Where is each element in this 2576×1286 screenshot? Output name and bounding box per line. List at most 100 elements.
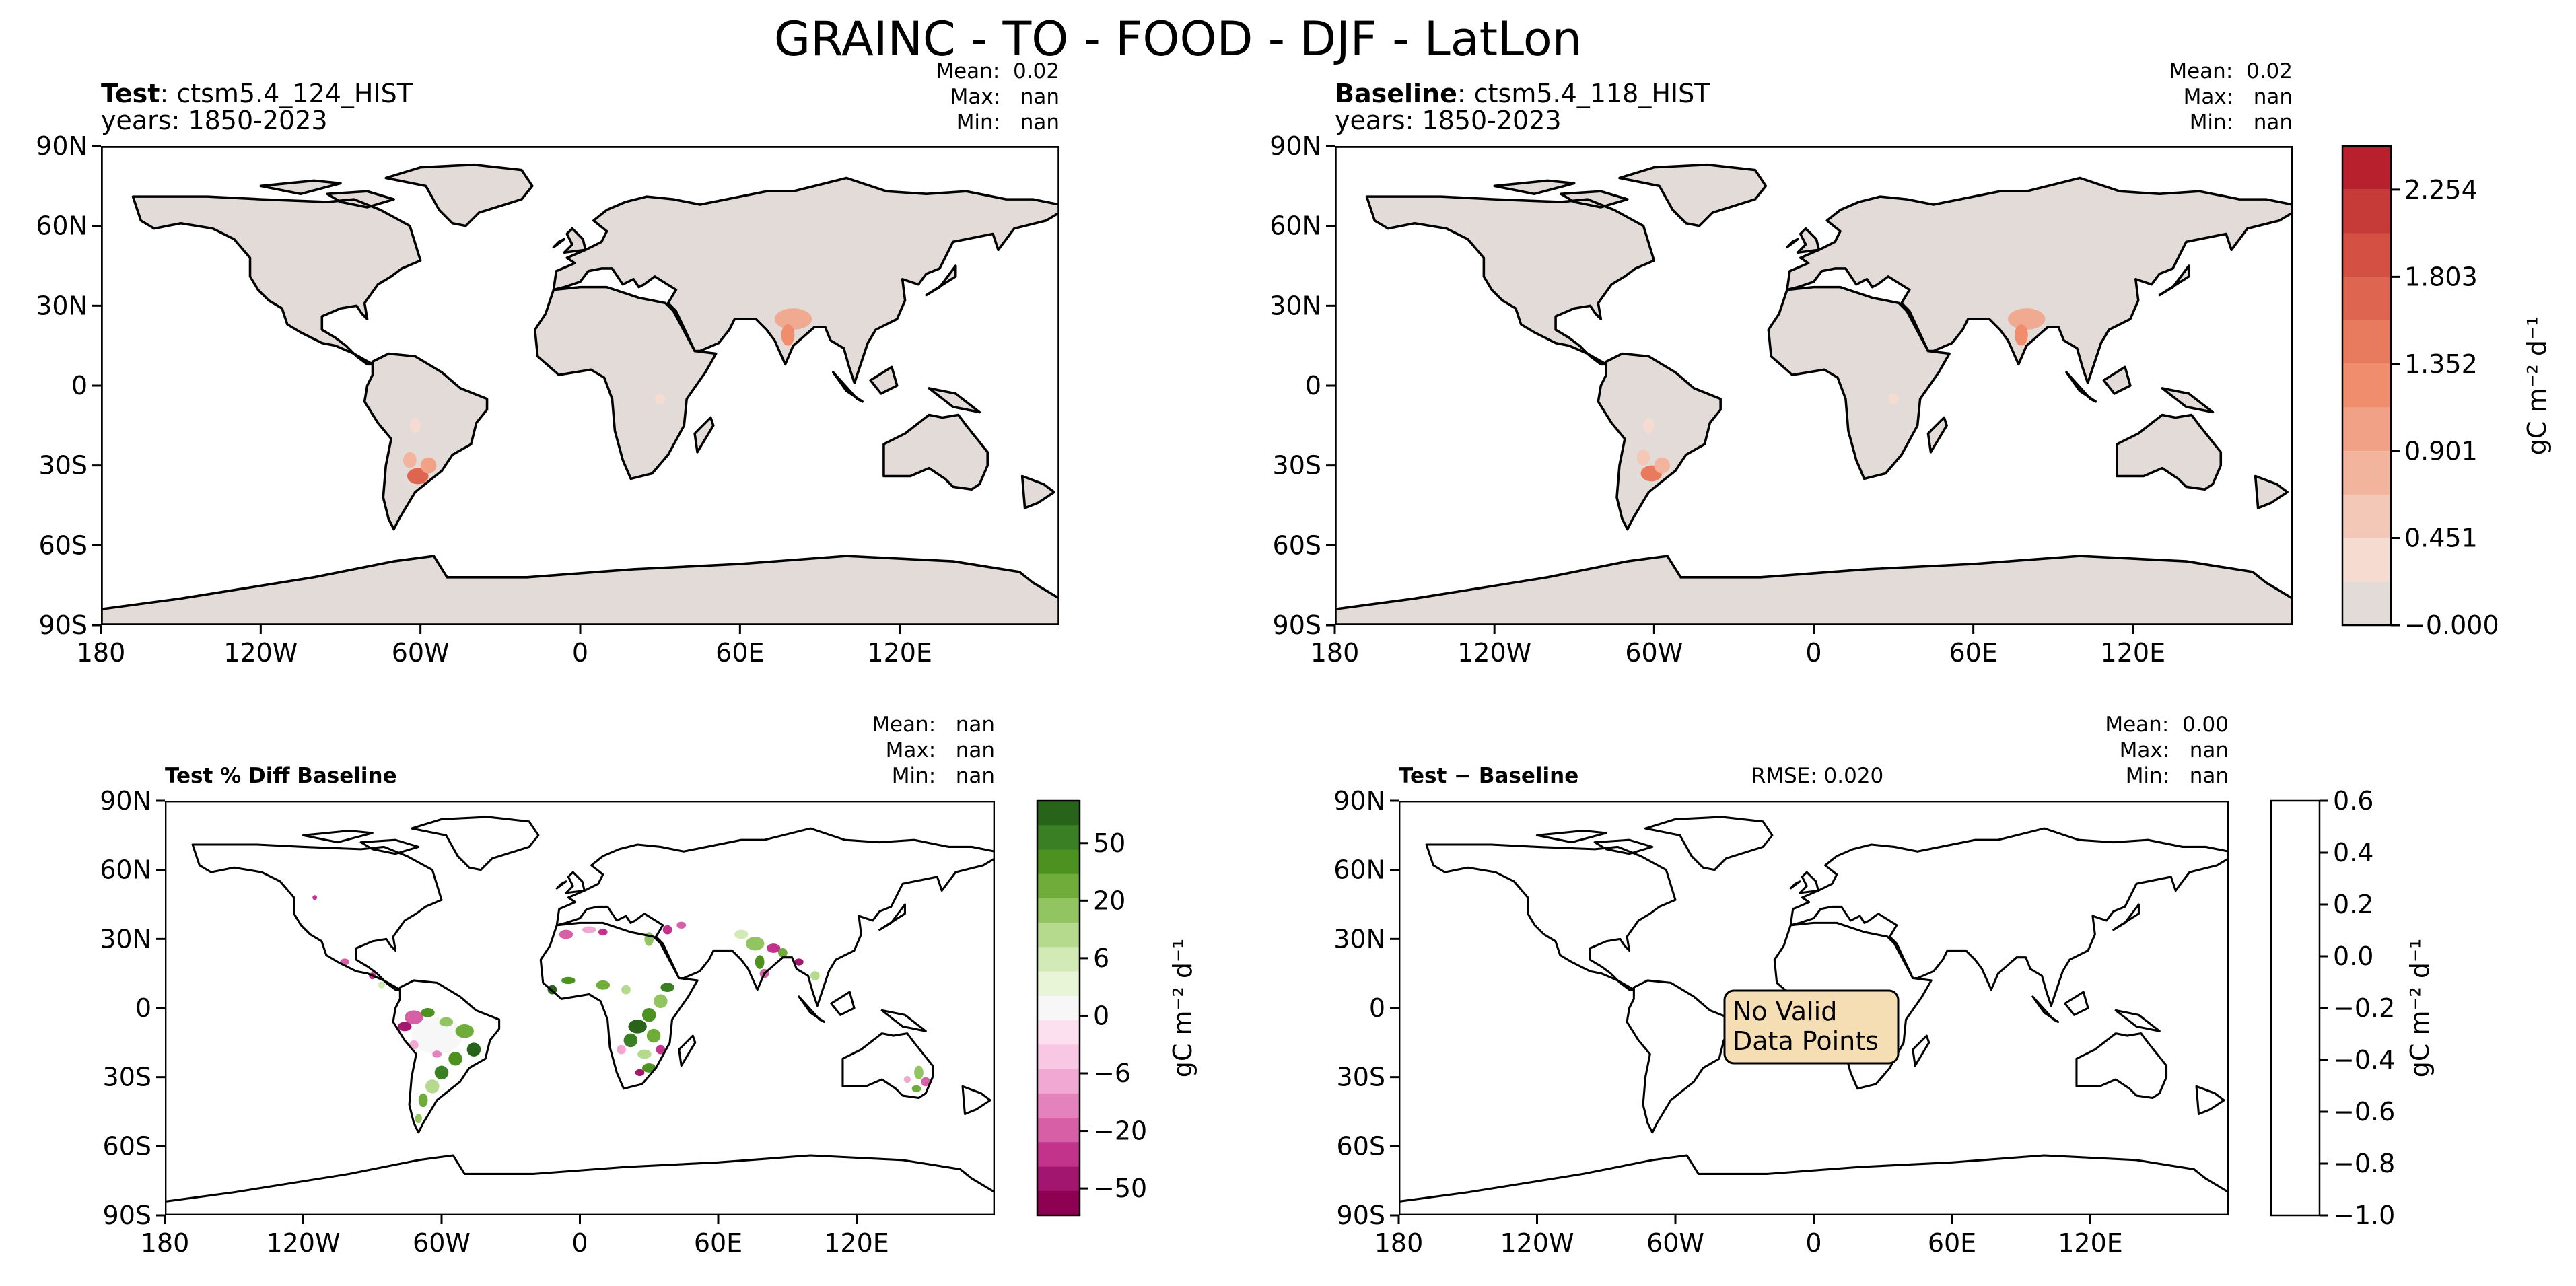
panel-label: Test − Baseline	[1399, 764, 1578, 788]
colorbar-tick-label: 6	[1093, 943, 1109, 973]
colorbar-tick-label: −6	[1093, 1059, 1131, 1088]
x-tick-label: 60E	[1949, 638, 1997, 668]
colorbar-swatch	[1037, 825, 1080, 850]
colorbar-frame	[2341, 145, 2392, 627]
y-tick-label: 90N	[1333, 786, 1385, 816]
colorbar-swatch	[1037, 947, 1080, 972]
rmse-label: RMSE: 0.020	[1751, 764, 1884, 788]
y-tick-label: 60N	[1333, 855, 1385, 885]
x-tick-label: 120W	[1500, 1228, 1574, 1258]
colorbar-swatch	[2342, 538, 2391, 582]
x-axis: 180 120W 60W 0 60E 120E	[141, 1215, 889, 1258]
x-tick-label: 0	[1805, 638, 1821, 668]
x-tick-label: 0	[1805, 1228, 1821, 1258]
x-tick-label: 180	[1374, 1228, 1424, 1258]
panel-abs-diff: Test − Baseline RMSE: 0.020 Mean: 0.00 M…	[1333, 713, 2435, 1258]
stat-min: Min: nan	[2126, 764, 2229, 788]
colorbar-swatch	[1037, 1190, 1080, 1216]
y-tick-label: 30N	[1269, 291, 1321, 320]
colorbar-swatch	[2342, 363, 2391, 408]
x-tick-label: 120W	[266, 1228, 340, 1258]
hotspot-la-plata	[403, 452, 437, 485]
y-tick-label: 60S	[1337, 1131, 1385, 1161]
y-axis: 90N 60N 30N 0 30S 60S 90S	[1269, 131, 1335, 640]
colorbar-swatch	[2342, 277, 2391, 320]
colorbar-tick-label: −0.000	[2404, 610, 2499, 640]
y-tick-label: 30S	[1273, 451, 1321, 480]
y-tick-label: 90S	[1337, 1201, 1385, 1230]
colorbar-tick-label: 1.352	[2404, 349, 2478, 379]
colorbar-swatch	[1037, 801, 1080, 826]
x-tick-label: 120W	[223, 638, 298, 668]
y-tick-label: 90N	[36, 131, 88, 161]
x-tick-label: 60E	[1928, 1228, 1976, 1258]
x-tick-label: 180	[141, 1228, 190, 1258]
colorbar-swatch	[1037, 1069, 1080, 1094]
colorbar-tick-label: −50	[1093, 1174, 1147, 1203]
colorbar-tick-label: −0.6	[2333, 1097, 2395, 1127]
panel-years: years: 1850-2023	[101, 106, 328, 135]
y-tick-label: 0	[71, 371, 88, 400]
colorbar-swatch	[1037, 1118, 1080, 1143]
panel-label-rest: : ctsm5.4_124_HIST	[160, 79, 413, 108]
y-tick-label: 30N	[36, 291, 88, 320]
x-tick-label: 60W	[392, 638, 450, 668]
colorbar-tick-label: −0.2	[2333, 993, 2395, 1023]
colorbar-label: gC m⁻² d⁻¹	[2522, 316, 2552, 456]
colorbar-swatch	[1037, 971, 1080, 997]
colorbar-baseline: 2.254 1.803 1.352 0.901 0.451 −0.000	[2341, 145, 2499, 640]
colorbar-abs-diff: 0.6 0.4 0.2 0.0 −0.2 −0.4 −0.6 −0.8 −1.0	[2270, 786, 2395, 1230]
diff-patches	[312, 895, 931, 1124]
stat-max: Max: nan	[886, 738, 995, 762]
panel-label: Baseline: ctsm5.4_118_HIST	[1335, 79, 1710, 108]
panel-label: Test: ctsm5.4_124_HIST	[101, 79, 413, 108]
stat-min: Min: nan	[2190, 110, 2293, 135]
stat-max: Max: nan	[2184, 85, 2293, 109]
y-tick-label: 30S	[39, 451, 88, 480]
colorbar-tick-label: −0.8	[2333, 1149, 2395, 1178]
y-tick-label: 60N	[36, 211, 88, 241]
stat-mean: Mean: 0.02	[936, 59, 1059, 83]
x-tick-label: 60W	[1625, 638, 1683, 668]
colorbar-pct-diff: 50 20 6 0 −6 −20 −50	[1036, 799, 1147, 1217]
colorbar-swatch	[2342, 407, 2391, 452]
map-pct-diff	[165, 801, 995, 1215]
colorbar-tick-label: 20	[1093, 886, 1125, 915]
y-tick-label: 90N	[100, 786, 151, 816]
x-tick-label: 0	[572, 638, 588, 668]
colorbar-tick-label: 50	[1093, 828, 1125, 858]
colorbar-swatch	[1037, 1020, 1080, 1045]
annotation-line-1: No Valid	[1733, 997, 1837, 1026]
hotspot-india	[2008, 308, 2046, 346]
colorbar-label: gC m⁻² d⁻¹	[2405, 939, 2435, 1078]
y-tick-label: 30N	[100, 924, 151, 954]
panel-label-bold: Baseline	[1335, 79, 1457, 108]
colorbar-swatch	[2342, 189, 2391, 234]
stat-max: Max: nan	[950, 85, 1059, 109]
annotation-line-2: Data Points	[1733, 1026, 1879, 1056]
panel-pct-diff: Test % Diff Baseline Mean: nan Max: nan …	[100, 713, 1197, 1258]
x-tick-label: 120E	[2058, 1228, 2123, 1258]
colorbar-frame	[2270, 799, 2321, 1217]
stat-mean: Mean: nan	[872, 713, 995, 737]
panel-label-bold: Test	[101, 79, 160, 108]
y-axis: 90N 60N 30N 0 30S 60S 90S	[100, 786, 165, 1230]
colorbar-tick-label: −1.0	[2333, 1201, 2395, 1230]
map-test	[101, 146, 1059, 625]
colorbar-swatch	[1037, 995, 1080, 1021]
x-axis: 180 120W 60W 0 60E 120E	[1311, 625, 2165, 668]
colorbar-tick-label: 1.803	[2404, 262, 2478, 291]
x-tick-label: 120E	[867, 638, 932, 668]
y-tick-label: 0	[1305, 371, 1321, 400]
colorbar-tick-label: 0.2	[2333, 890, 2373, 919]
colorbar-tick-label: 0.901	[2404, 436, 2478, 466]
stat-mean: Mean: 0.02	[2169, 59, 2293, 83]
y-tick-label: 90N	[1269, 131, 1321, 161]
colorbar-swatch	[1037, 923, 1080, 948]
x-tick-label: 120E	[824, 1228, 889, 1258]
panel-test: Test: ctsm5.4_124_HIST years: 1850-2023 …	[36, 59, 1059, 668]
colorbar-swatch	[2342, 233, 2391, 277]
x-axis: 180 120W 60W 0 60E 120E	[1374, 1215, 2123, 1258]
y-tick-label: 60S	[39, 530, 88, 560]
x-tick-label: 180	[1311, 638, 1360, 668]
